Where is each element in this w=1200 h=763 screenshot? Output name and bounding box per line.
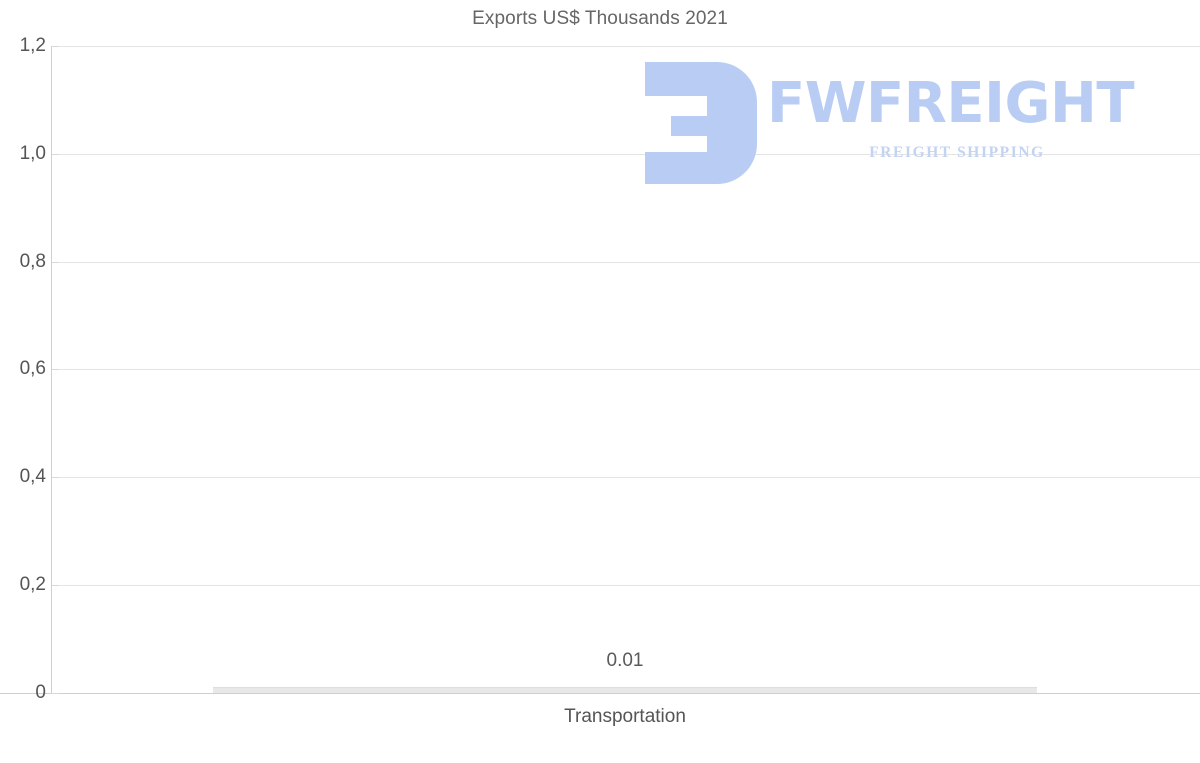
y-tick-mark bbox=[51, 585, 59, 586]
x-tick-label-transportation: Transportation bbox=[564, 706, 686, 727]
y-tick-label: 0,4 bbox=[19, 466, 46, 488]
gridline-0-4 bbox=[51, 477, 1200, 479]
y-tick-label: 0,8 bbox=[19, 250, 46, 272]
y-tick-mark bbox=[51, 261, 59, 263]
y-tick-label: 1,2 bbox=[19, 35, 46, 56]
plot-area bbox=[51, 46, 1200, 694]
y-tick-label: 0,6 bbox=[19, 358, 46, 380]
x-axis-line bbox=[0, 693, 1200, 694]
y-tick-mark bbox=[51, 46, 59, 47]
y-tick-label: 1,0 bbox=[19, 142, 46, 164]
y-tick-mark bbox=[51, 692, 59, 694]
y-tick-mark bbox=[51, 153, 59, 155]
chart-title: Exports US$ Thousands 2021 bbox=[472, 8, 728, 29]
bar-transportation[interactable] bbox=[213, 687, 1037, 693]
gridline-0-8 bbox=[51, 261, 1200, 263]
y-tick-label: 0 bbox=[35, 681, 46, 703]
gridline-0-2 bbox=[51, 585, 1200, 586]
y-tick-mark bbox=[51, 369, 59, 371]
y-tick-mark bbox=[51, 477, 59, 479]
gridline-1-2 bbox=[51, 46, 1200, 47]
gridline-0-6 bbox=[51, 369, 1200, 371]
bar-value-label: 0.01 bbox=[606, 650, 644, 671]
gridline-1-0 bbox=[51, 153, 1200, 155]
y-axis-tick-labels: 1,2 1,0 0,8 0,6 0,4 0,2 0 bbox=[0, 0, 46, 763]
y-tick-label: 0,2 bbox=[19, 574, 46, 595]
